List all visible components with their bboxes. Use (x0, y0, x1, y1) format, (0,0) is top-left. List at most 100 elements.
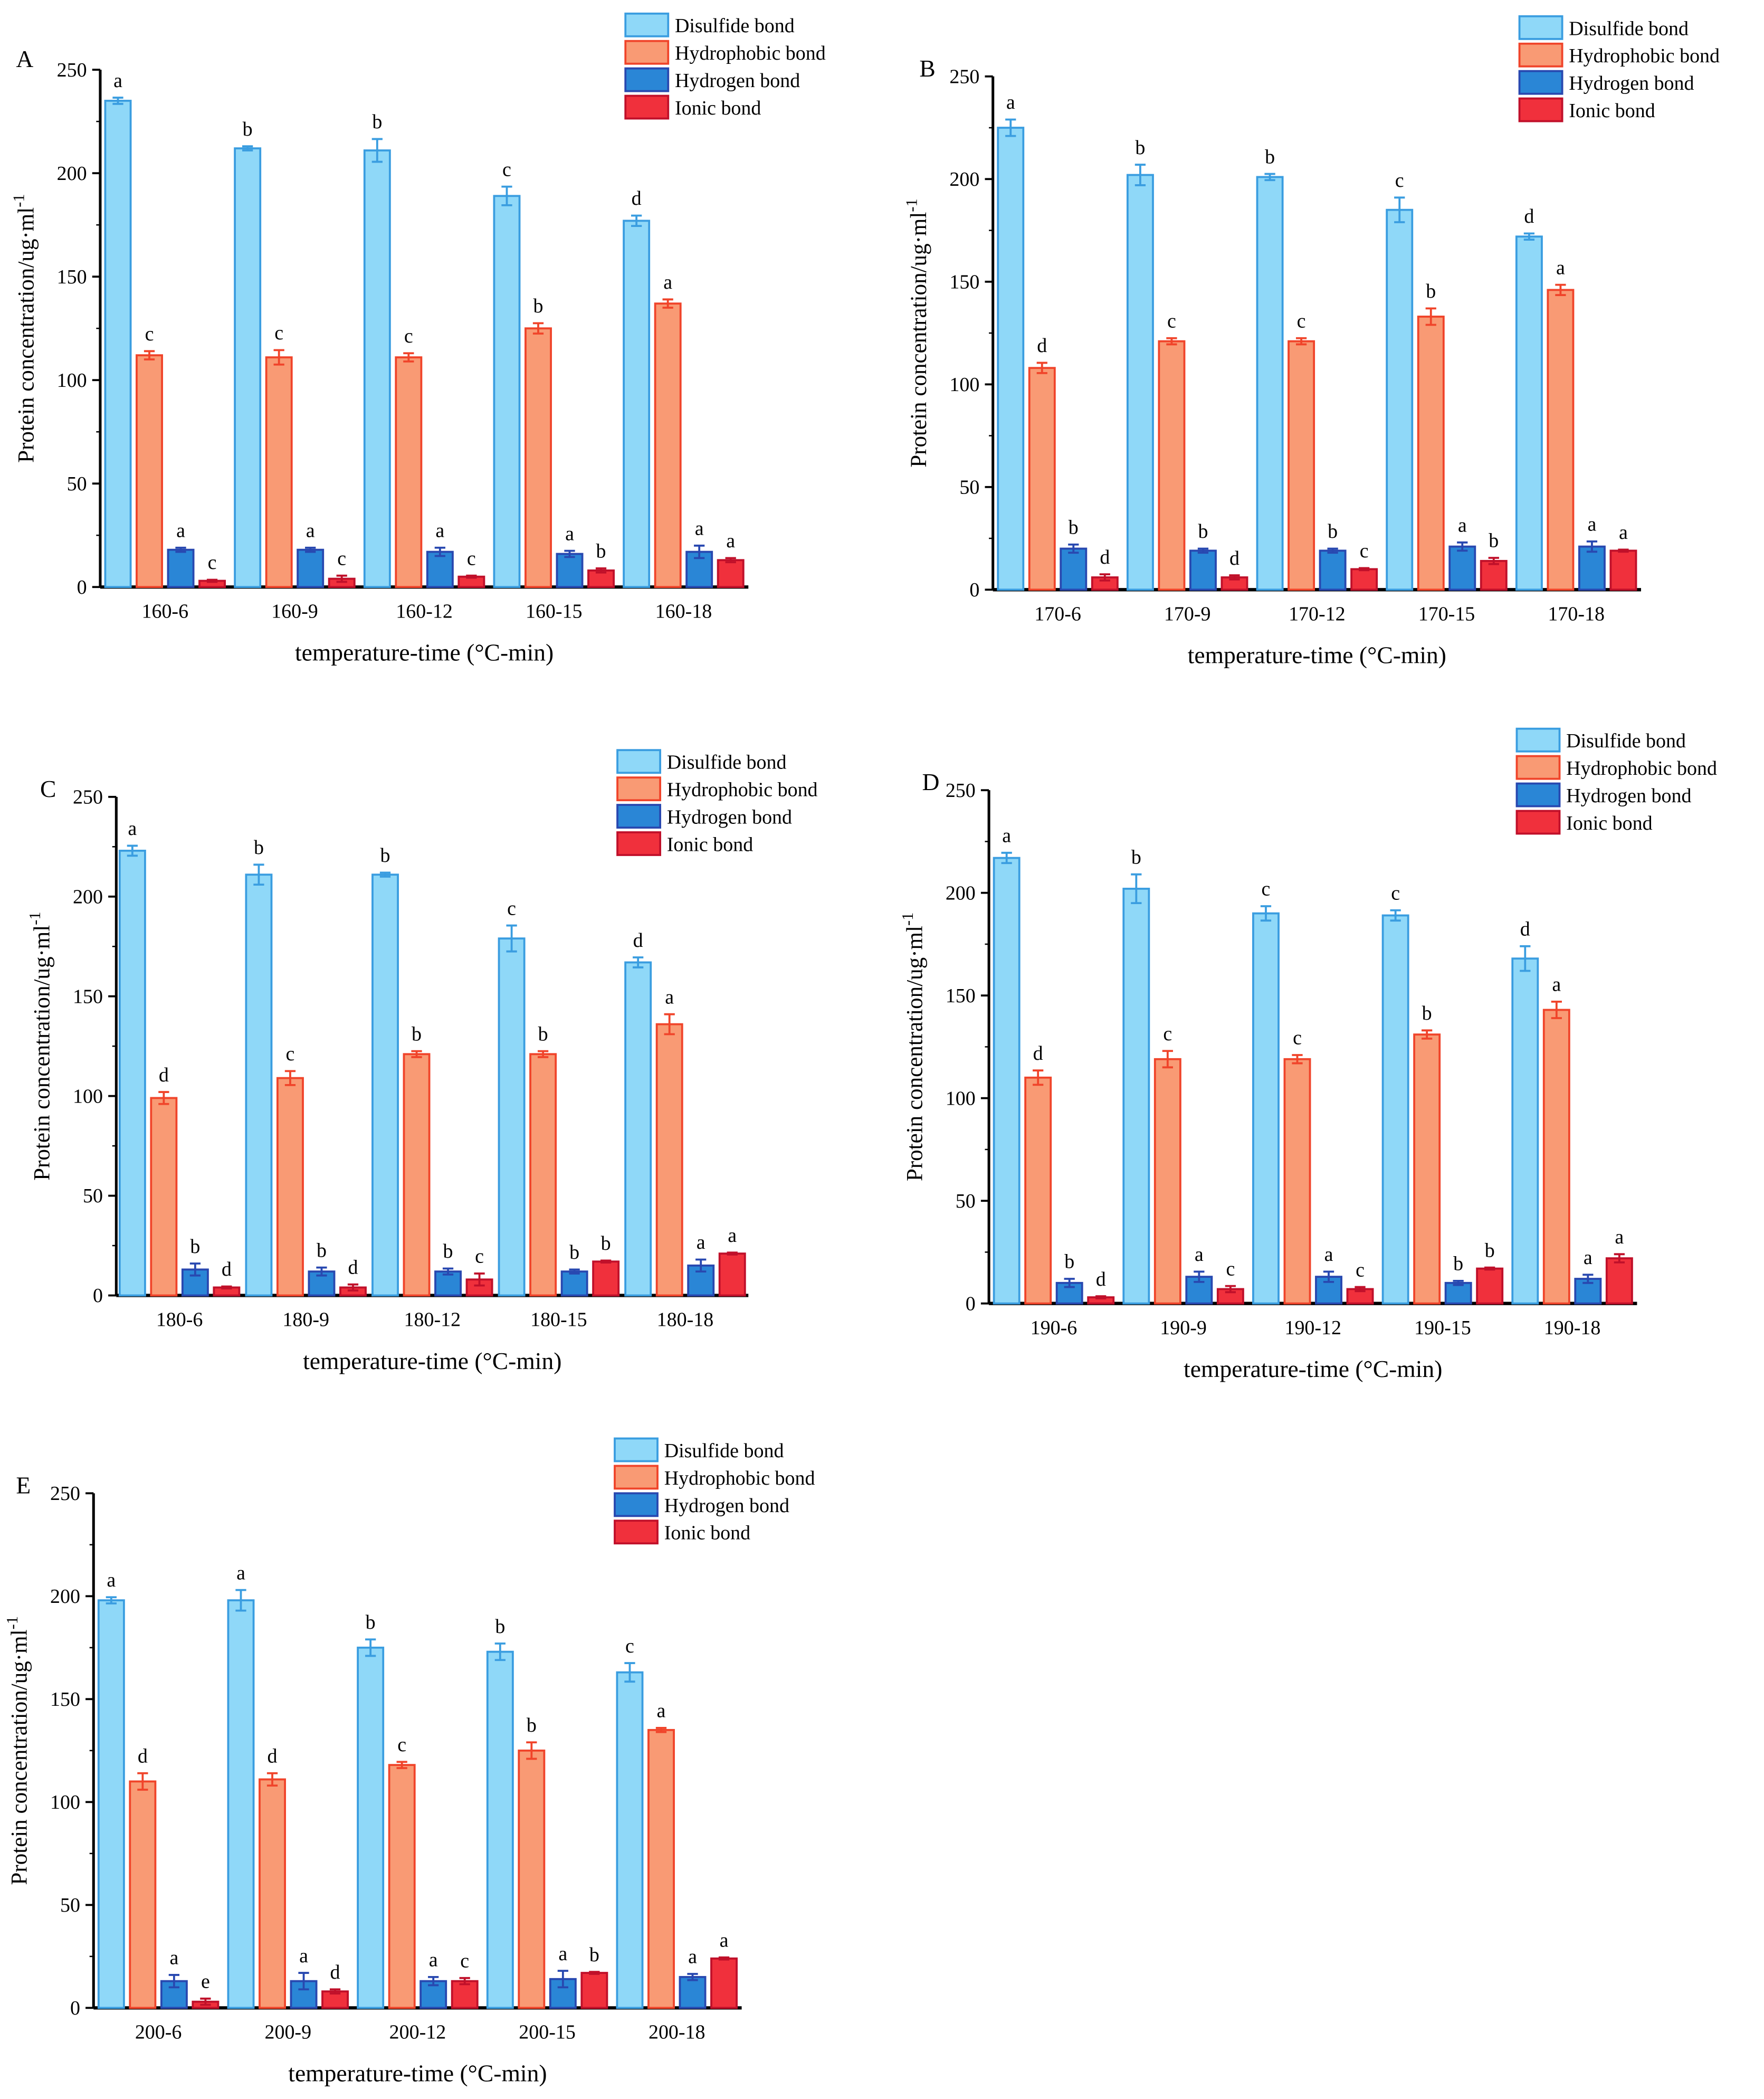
chart-panel-e: E 0 50 100 150 200 250 Protein concentration/ug… (3, 1437, 815, 2087)
y-axis-label-superscript: -1 (902, 198, 920, 212)
bar-hydrophobic-bond (647, 1728, 675, 2009)
x-tick-label: 200-6 (135, 2021, 182, 2044)
legend-swatch (616, 831, 661, 856)
legend-label: Ionic bond (667, 833, 753, 856)
bar-hydrogen-bond (426, 550, 454, 588)
significance-letter: a (128, 818, 137, 840)
bar-disulfide-bond (371, 873, 399, 1297)
x-tick-label: 190-18 (1544, 1317, 1601, 1339)
y-axis-label: Protein concentration/ug·ml-1 (26, 911, 55, 1180)
y-axis-label: Protein concentration/ug·ml-1 (902, 198, 931, 467)
bar-hydrophobic-bond (1547, 289, 1575, 591)
significance-letter: a (176, 519, 185, 542)
bar-disulfide-bond (1256, 176, 1284, 591)
bar-disulfide-bond (624, 961, 652, 1297)
x-tick-label: 200-9 (264, 2021, 311, 2044)
significance-letter: a (695, 518, 704, 540)
significance-letter: b (495, 1616, 505, 1638)
x-tick-label: 200-12 (389, 2021, 446, 2044)
significance-letter: c (460, 1950, 469, 1972)
y-tick-label: 250 (946, 780, 976, 802)
significance-letter: b (380, 844, 390, 867)
significance-letter: a (435, 519, 444, 542)
y-tick-label: 250 (73, 786, 103, 809)
x-tick-label: 180-9 (282, 1309, 329, 1331)
significance-letter: a (299, 1945, 308, 1967)
bar-disulfide-bond (623, 220, 651, 588)
y-tick-label: 150 (946, 985, 976, 1007)
bar-hydrophobic-bond (403, 1053, 431, 1297)
y-tick-label: 0 (969, 579, 979, 601)
bar-disulfide-bond (97, 1599, 125, 2009)
significance-letter: d (633, 929, 643, 952)
legend-swatch (1515, 782, 1561, 808)
significance-letter: a (558, 1943, 567, 1965)
significance-letter: a (1615, 1226, 1624, 1248)
significance-letter: d (1520, 918, 1530, 941)
significance-letter: c (404, 325, 413, 347)
bar-hydrophobic-bond (1028, 367, 1056, 591)
x-tick-label: 180-15 (530, 1309, 587, 1331)
bar-ionic-bond (1480, 559, 1508, 591)
x-tick-label: 160-9 (271, 600, 318, 622)
x-tick-label: 180-12 (404, 1309, 461, 1331)
significance-letter: d (268, 1745, 278, 1767)
bar-disulfide-bond (1122, 888, 1150, 1305)
panel-label: A (16, 45, 33, 72)
bar-ionic-bond (580, 1972, 608, 2009)
significance-letter: d (1524, 205, 1534, 227)
significance-letter: a (1584, 1247, 1593, 1269)
y-axis-label-superscript: -1 (899, 913, 917, 926)
legend-swatch (624, 12, 670, 37)
y-tick-label: 100 (57, 369, 87, 392)
x-tick-label: 170-9 (1164, 603, 1211, 625)
y-axis-label: Protein concentration/ug·ml-1 (3, 1616, 32, 1885)
bar-hydrophobic-bond (1158, 340, 1186, 591)
significance-letter: b (412, 1023, 422, 1045)
bar-hydrophobic-bond (395, 356, 423, 588)
legend-label: Disulfide bond (1569, 17, 1689, 40)
legend-label: Ionic bond (1569, 100, 1655, 122)
x-tick-label: 180-18 (657, 1309, 714, 1331)
legend-label: Hydrophobic bond (1569, 45, 1720, 67)
significance-letter: b (1328, 520, 1338, 543)
bar-disulfide-bond (1381, 914, 1409, 1305)
significance-letter: a (169, 1947, 178, 1969)
significance-letter: a (1556, 257, 1565, 279)
significance-letter: b (372, 111, 382, 133)
bar-hydrophobic-bond (388, 1764, 416, 2009)
significance-letter: c (625, 1635, 634, 1657)
significance-letter: c (507, 897, 516, 919)
significance-letter: d (1037, 335, 1047, 357)
significance-letter: b (1064, 1251, 1074, 1273)
bar-hydrogen-bond (560, 1270, 588, 1297)
significance-letter: d (159, 1064, 169, 1086)
legend-swatch (614, 1492, 659, 1517)
legend-label: Ionic bond (664, 1522, 750, 1544)
y-tick-label: 200 (50, 1585, 80, 1608)
legend-label: Disulfide bond (1566, 730, 1686, 752)
significance-letter: c (1391, 882, 1400, 904)
x-tick-label: 200-15 (519, 2021, 576, 2044)
significance-letter: b (589, 1944, 599, 1966)
significance-letter: a (720, 1930, 729, 1952)
bar-disulfide-bond (1511, 957, 1539, 1305)
y-tick-label: 250 (949, 65, 979, 88)
legend-label: Hydrophobic bond (1566, 757, 1717, 780)
significance-letter: c (1226, 1258, 1235, 1280)
significance-letter: b (601, 1232, 611, 1255)
significance-letter: b (443, 1240, 453, 1262)
y-tick-label: 50 (959, 476, 979, 498)
significance-letter: c (1163, 1023, 1172, 1045)
bar-disulfide-bond (1126, 174, 1154, 591)
bar-disulfide-bond (997, 127, 1025, 591)
significance-letter: a (1588, 514, 1597, 536)
legend-swatch (624, 40, 670, 65)
significance-letter: b (1422, 1002, 1432, 1024)
bar-disulfide-bond (1386, 208, 1414, 591)
significance-letter: c (208, 552, 217, 574)
y-tick-label: 50 (60, 1894, 80, 1916)
bar-hydrogen-bond (1189, 549, 1217, 591)
y-tick-label: 200 (73, 886, 103, 908)
legend-swatch (1515, 810, 1561, 835)
